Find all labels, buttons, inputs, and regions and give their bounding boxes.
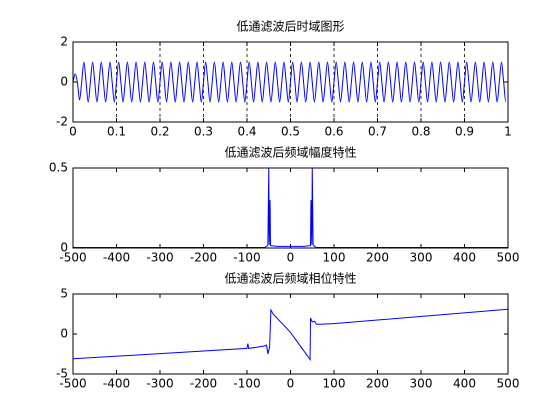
- x-tick-label: 1: [504, 125, 512, 139]
- x-tick-label: 0.1: [107, 125, 126, 139]
- y-tick-label: 0: [60, 327, 68, 341]
- x-tick-label: 100: [323, 377, 346, 391]
- x-tick-label: -200: [190, 377, 217, 391]
- data-line: [73, 167, 508, 249]
- x-tick-label: 200: [366, 377, 389, 391]
- y-tick-label: 0: [60, 75, 68, 89]
- axes-box: [72, 41, 509, 123]
- x-tick-label: 200: [366, 251, 389, 265]
- x-tick-label: 500: [497, 251, 520, 265]
- x-tick-label: -100: [233, 377, 260, 391]
- x-tick-label: 300: [410, 377, 433, 391]
- y-tick-label: 2: [60, 35, 68, 49]
- x-tick-label: 100: [323, 251, 346, 265]
- x-tick-label: -300: [146, 251, 173, 265]
- x-tick-label: -500: [59, 377, 86, 391]
- chart-title: 低通滤波后时域图形: [236, 20, 344, 34]
- x-tick-label: 400: [453, 251, 476, 265]
- x-tick-label: -100: [233, 251, 260, 265]
- plot-area: [73, 168, 508, 248]
- x-tick-label: 0: [287, 251, 295, 265]
- x-tick-label: -200: [190, 251, 217, 265]
- data-line: [72, 308, 509, 362]
- chart-title: 低通滤波后频域幅度特性: [224, 145, 356, 160]
- axes-box: [72, 293, 509, 375]
- x-tick-label: 400: [453, 377, 476, 391]
- x-tick-label: 0.9: [455, 125, 474, 139]
- y-tick-label: -5: [56, 367, 68, 381]
- x-tick-label: -400: [103, 377, 130, 391]
- x-tick-label: -500: [59, 251, 86, 265]
- x-tick-label: 500: [497, 377, 520, 391]
- x-tick-label: 0.8: [411, 125, 430, 139]
- plot-area: [73, 294, 508, 374]
- y-tick-label: 0.5: [49, 161, 68, 175]
- y-tick-label: -2: [56, 115, 68, 129]
- x-tick-label: 0.2: [150, 125, 169, 139]
- x-tick-label: 300: [410, 251, 433, 265]
- x-tick-label: -300: [146, 377, 173, 391]
- data-line: [72, 61, 507, 103]
- x-tick-label: 0.6: [324, 125, 343, 139]
- x-tick-label: 0.4: [237, 125, 256, 139]
- y-tick-label: 0: [60, 241, 68, 255]
- x-tick-label: 0: [287, 377, 295, 391]
- x-tick-label: 0.3: [194, 125, 213, 139]
- x-tick-label: 0.5: [281, 125, 300, 139]
- x-tick-label: -400: [103, 251, 130, 265]
- x-tick-label: 0: [69, 125, 77, 139]
- y-tick-label: 5: [60, 287, 68, 301]
- x-tick-label: 0.7: [368, 125, 387, 139]
- axes-box: [72, 167, 509, 249]
- chart-title: 低通滤波后频域相位特性: [224, 271, 356, 286]
